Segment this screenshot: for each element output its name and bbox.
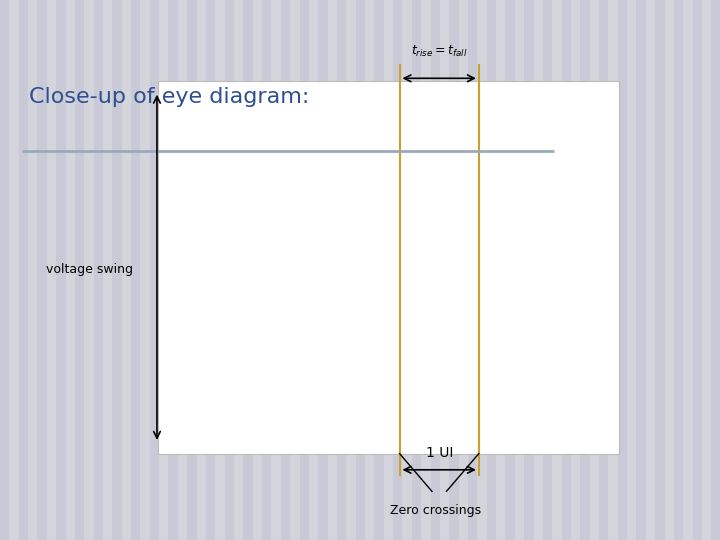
Bar [243,0,253,540]
Bar [505,0,515,540]
Text: Close-up of eye diagram:: Close-up of eye diagram: [29,87,309,107]
Bar [225,0,234,540]
Bar [318,0,328,540]
Bar [187,0,197,540]
Bar [618,0,627,540]
Bar [37,0,47,540]
Bar [94,0,103,540]
Bar [449,0,459,540]
Bar [468,0,477,540]
Bar [524,0,534,540]
Bar [281,0,290,540]
Bar [543,0,552,540]
Bar [562,0,571,540]
Bar [374,0,384,540]
Text: 1 UI: 1 UI [426,446,453,460]
Bar [655,0,665,540]
Bar [150,0,159,540]
Bar [356,0,365,540]
Bar [300,0,309,540]
Bar [693,0,702,540]
Bar [112,0,122,540]
Text: voltage swing: voltage swing [46,264,133,276]
Bar [0,0,9,540]
Bar [431,0,440,540]
Bar [168,0,178,540]
Bar [262,0,271,540]
Bar [412,0,421,540]
Bar [393,0,402,540]
Bar [131,0,140,540]
Bar [56,0,66,540]
Bar [158,81,619,454]
Bar [580,0,590,540]
Text: Zero crossings: Zero crossings [390,504,481,517]
Bar [487,0,496,540]
Text: $t_{rise} = t_{fall}$: $t_{rise} = t_{fall}$ [411,44,467,59]
Bar [599,0,608,540]
Bar [636,0,646,540]
Bar [674,0,683,540]
Bar [75,0,84,540]
Bar [206,0,215,540]
Bar [711,0,720,540]
Bar [19,0,28,540]
Bar [337,0,346,540]
